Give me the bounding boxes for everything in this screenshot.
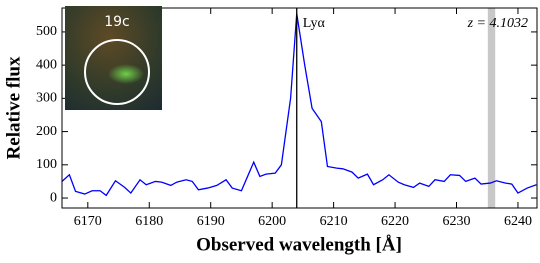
y-tick-label: 0 <box>50 190 57 205</box>
inset-label: 19c <box>104 14 130 30</box>
x-tick-label: 6190 <box>197 214 225 229</box>
aperture <box>84 39 150 105</box>
redshift-label: z = 4.1032 <box>467 16 528 31</box>
x-tick-label: 6200 <box>258 214 286 229</box>
line-label: Lyα <box>303 16 326 31</box>
x-tick-label: 6220 <box>381 214 409 229</box>
x-axis-label: Observed wavelength [Å] <box>196 234 402 255</box>
x-tick-label: 6230 <box>443 214 471 229</box>
y-tick-label: 500 <box>36 24 57 39</box>
source-blob <box>108 64 144 84</box>
shaded-band <box>487 8 496 208</box>
y-tick-label: 100 <box>36 157 57 172</box>
y-tick-label: 300 <box>36 91 57 106</box>
x-tick-label: 6180 <box>135 214 163 229</box>
y-tick-label: 200 <box>36 124 57 139</box>
y-tick-label: 400 <box>36 57 57 72</box>
frame <box>61 7 538 209</box>
x-tick-label: 6170 <box>74 214 102 229</box>
x-tick-label: 6240 <box>504 214 532 229</box>
y-axis-label: Relative flux <box>3 56 24 159</box>
x-tick-label: 6210 <box>320 214 348 229</box>
